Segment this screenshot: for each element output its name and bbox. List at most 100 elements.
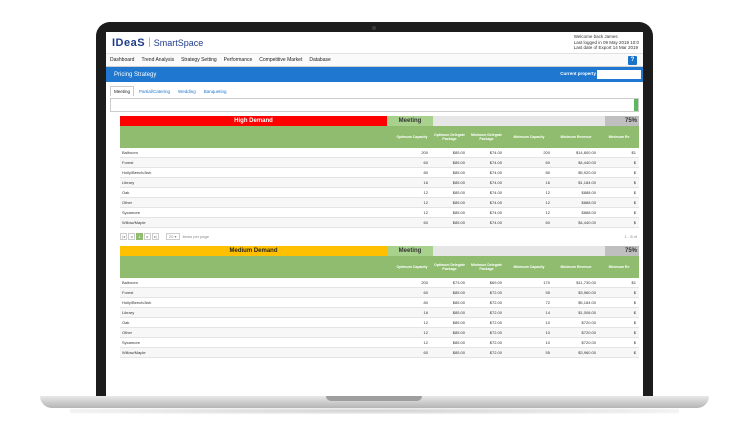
cell: 12: [545, 210, 550, 215]
cell: $: [633, 180, 636, 185]
cell: $74.00: [489, 210, 502, 215]
col-optimum-delegate-package[interactable]: Optimum Delegate Package: [434, 132, 465, 141]
table-row[interactable]: Ballroom 200 $73.00 $69.00 170 $11,730.00 $1: [120, 278, 639, 288]
col-minimum-delegate-package[interactable]: Minimum Delegate Package: [471, 132, 502, 141]
room-name: Library: [122, 310, 135, 315]
prev-page-button[interactable]: ◂: [128, 232, 135, 240]
user-welcome: Welcome back James: [573, 34, 618, 39]
col-minimum-delegate-package[interactable]: Minimum Delegate Package: [471, 262, 502, 271]
cell: 12: [545, 200, 550, 205]
current-property-label: Current property: [560, 71, 596, 76]
table-row[interactable]: Willow/Maple 60 $85.00 $74.00 60 $4,440.00 $: [120, 218, 639, 228]
cell: $: [633, 290, 636, 295]
cell: $74.00: [489, 190, 502, 195]
cell: $85.00: [452, 220, 465, 225]
col-optimum-delegate-package[interactable]: Optimum Delegate Package: [434, 262, 465, 271]
nav-competitive-market[interactable]: Competitive Market: [259, 57, 303, 63]
table-row[interactable]: Sycamore 12 $85.00 $74.00 12 $888.00 $: [120, 208, 639, 218]
cell: $5,920.00: [578, 170, 596, 175]
last-page-button[interactable]: ▸|: [152, 232, 159, 240]
category-label: Meeting: [387, 246, 433, 256]
header-spacer: [433, 246, 605, 256]
nav-database[interactable]: Database: [309, 57, 331, 63]
table-row[interactable]: Holly/Beech/Ash 80 $85.00 $72.00 72 $5,184.00…: [120, 298, 639, 308]
cell: 14: [545, 310, 550, 315]
cell: $85.00: [452, 300, 465, 305]
item-range: 1 - 8 of: [624, 234, 637, 239]
table-row[interactable]: Other 12 $85.00 $72.00 10 $720.00 $: [120, 328, 639, 338]
nav-dashboard[interactable]: Dashboard: [110, 57, 135, 63]
filter-bar[interactable]: [110, 98, 639, 112]
user-last-export: Last date of Export 14 Mar 2019: [573, 45, 638, 50]
col-optimum-capacity[interactable]: Optimum Capacity: [396, 264, 428, 269]
cell: $1: [631, 150, 636, 155]
tab-partial-catering[interactable]: Partial/Catering: [139, 89, 171, 94]
per-page-select[interactable]: 20 ▾: [166, 232, 180, 240]
table-row[interactable]: Holly/Beech/Ash 80 $85.00 $74.00 80 $5,920.00…: [120, 168, 639, 178]
cell: $: [633, 200, 636, 205]
block-header: Medium Demand Meeting 75%: [120, 246, 639, 256]
cell: $: [633, 300, 636, 305]
camera-icon: [372, 26, 376, 30]
room-name: Willow/Maple: [122, 350, 146, 355]
cell: 12: [423, 330, 428, 335]
table-row[interactable]: Forest 60 $85.00 $74.00 60 $4,440.00 $: [120, 158, 639, 168]
cell: $: [633, 220, 636, 225]
screen: IDeaS | SmartSpace Welcome back James La…: [106, 32, 643, 396]
room-name: Holly/Beech/Ash: [122, 300, 152, 305]
cell: $3,960.00: [578, 290, 596, 295]
table-row[interactable]: Library 16 $85.00 $72.00 14 $1,008.00 $: [120, 308, 639, 318]
cell: 200: [421, 280, 428, 285]
tab-wedding[interactable]: Wedding: [178, 89, 196, 94]
cell: 12: [545, 190, 550, 195]
laptop-notch: [326, 396, 422, 401]
tab-meeting[interactable]: Meeting: [110, 86, 135, 96]
table-row[interactable]: Oak 12 $85.00 $72.00 10 $720.00 $: [120, 318, 639, 328]
table-row[interactable]: Willow/Maple 60 $85.00 $72.00 55 $3,960.00 $: [120, 348, 639, 358]
col-minimum-re[interactable]: Minimum Re: [608, 264, 630, 269]
col-minimum-capacity[interactable]: Minimum Capacity: [513, 134, 545, 139]
next-page-button[interactable]: ▸: [144, 232, 151, 240]
cell: 60: [423, 350, 428, 355]
cell: 55: [545, 350, 550, 355]
table-row[interactable]: Oak 12 $85.00 $74.00 12 $888.00 $: [120, 188, 639, 198]
col-minimum-capacity[interactable]: Minimum Capacity: [513, 264, 545, 269]
cell: $888.00: [581, 200, 596, 205]
cell: $888.00: [581, 190, 596, 195]
table-row[interactable]: Sycamore 12 $85.00 $72.00 10 $720.00 $: [120, 338, 639, 348]
nav-performance[interactable]: Performance: [223, 57, 253, 63]
col-minimum-re[interactable]: Minimum Re: [608, 134, 630, 139]
page-1-button[interactable]: 1: [136, 232, 143, 240]
room-name: Willow/Maple: [122, 220, 146, 225]
col-minimum-revenue[interactable]: Minimum Revenue: [560, 134, 592, 139]
col-optimum-capacity[interactable]: Optimum Capacity: [396, 134, 428, 139]
cell: $: [633, 190, 636, 195]
medium-demand-block: Medium Demand Meeting 75% Optimum Capaci…: [120, 246, 639, 358]
help-icon[interactable]: ?: [628, 56, 637, 65]
cell: $85.00: [452, 160, 465, 165]
cell: $4,440.00: [578, 220, 596, 225]
nav-strategy-setting[interactable]: Strategy Setting: [181, 57, 217, 63]
room-name: Ballroom: [122, 150, 138, 155]
table-row[interactable]: Ballroom 200 $85.00 $74.00 200 $14,800.00 $1: [120, 148, 639, 158]
column-header-row: Optimum Capacity Optimum Delegate Packag…: [120, 126, 639, 148]
first-page-button[interactable]: |◂: [120, 232, 127, 240]
current-property-input[interactable]: [597, 70, 641, 79]
cell: $85.00: [452, 350, 465, 355]
cell: $74.00: [489, 160, 502, 165]
filter-button[interactable]: [634, 99, 638, 111]
tab-banqueting[interactable]: Banqueting: [203, 89, 227, 94]
room-name: Holly/Beech/Ash: [122, 170, 152, 175]
table-row[interactable]: Forest 60 $85.00 $72.00 55 $3,960.00 $: [120, 288, 639, 298]
room-name: Library: [122, 180, 135, 185]
column-header-row: Optimum Capacity Optimum Delegate Packag…: [120, 256, 639, 278]
user-info: Welcome back James Last logged in 09 May…: [574, 34, 639, 51]
user-last-login: Last logged in 09 May 2019 10:0: [573, 39, 639, 45]
cell: $1: [631, 280, 636, 285]
col-minimum-revenue[interactable]: Minimum Revenue: [560, 264, 592, 269]
medium-demand-rows: Ballroom 200 $73.00 $69.00 170 $11,730.00 $1 F…: [120, 278, 639, 358]
table-row[interactable]: Other 12 $85.00 $74.00 12 $888.00 $: [120, 198, 639, 208]
cell: $72.00: [489, 350, 502, 355]
table-row[interactable]: Library 16 $85.00 $74.00 16 $1,184.00 $: [120, 178, 639, 188]
nav-trend-analysis[interactable]: Trend Analysis: [141, 57, 175, 63]
